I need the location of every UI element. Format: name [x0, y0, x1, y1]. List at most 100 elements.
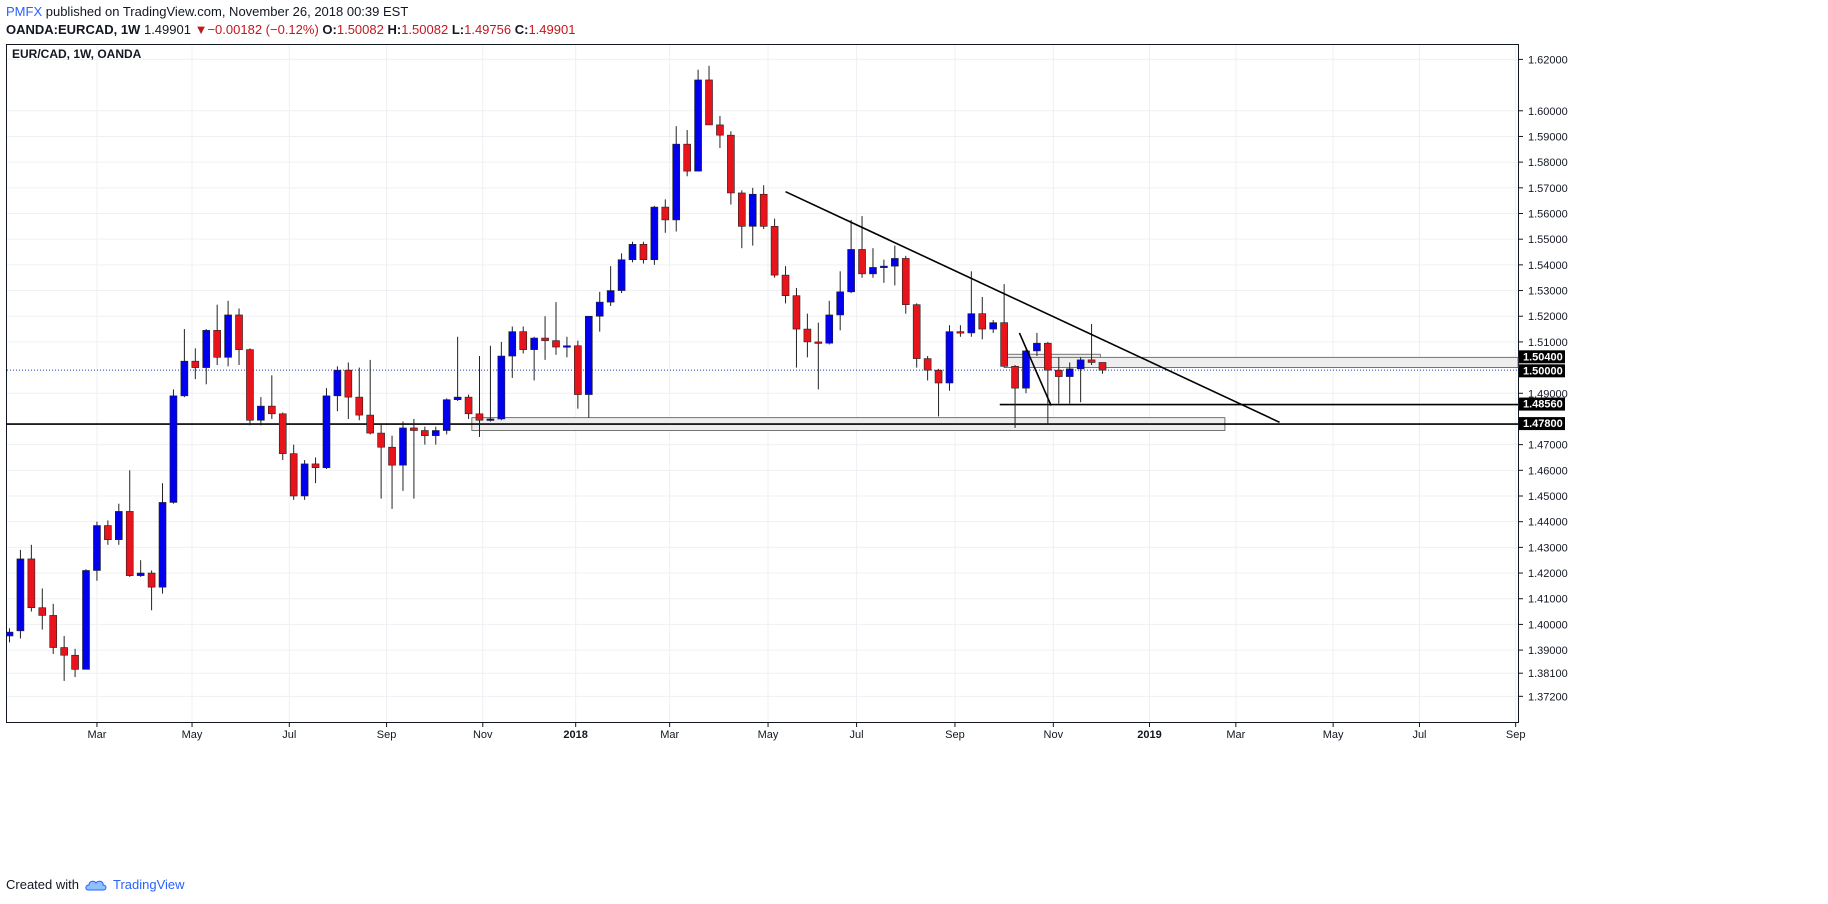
- candle-body: [1087, 359, 1096, 363]
- candle-body: [1011, 366, 1019, 389]
- candle-body: [49, 615, 58, 648]
- x-tick-label: Sep: [945, 729, 965, 741]
- y-tick-label: 1.51000: [1528, 337, 1568, 349]
- created-with-text: Created with: [6, 877, 79, 892]
- y-tick-label: 1.57000: [1528, 183, 1568, 195]
- author-brand[interactable]: PMFX: [6, 4, 43, 19]
- change-down-arrow-icon: ▼: [194, 22, 208, 37]
- candle-body: [311, 463, 320, 469]
- price-label: 1.50000: [1523, 365, 1563, 377]
- candle-body: [235, 314, 243, 350]
- candle-body: [71, 654, 79, 670]
- footer: Created with TradingView: [6, 877, 185, 892]
- x-tick-label: Nov: [1044, 729, 1064, 741]
- candle-body: [246, 349, 254, 421]
- y-tick-label: 1.59000: [1528, 131, 1568, 143]
- candle-body: [617, 259, 626, 291]
- open-value: 1.50082: [336, 22, 384, 37]
- last-price: 1.49901: [143, 22, 191, 37]
- close-value: 1.49901: [528, 22, 576, 37]
- candle-body: [104, 525, 112, 540]
- y-tick-label: 1.49000: [1528, 388, 1568, 400]
- candle-body: [355, 396, 364, 416]
- symbol-label: OANDA:EURCAD, 1W: [6, 22, 141, 37]
- candle-body: [552, 340, 560, 348]
- x-tick-label: Jul: [850, 729, 864, 741]
- candle-body: [672, 143, 681, 221]
- candlestick-chart[interactable]: 1.62000 1.60000 1.59000 1.58000 1.57000 1.560…: [6, 44, 1822, 868]
- candle-body: [519, 331, 528, 350]
- x-tick-label: Mar: [660, 729, 679, 741]
- candle-body: [759, 193, 768, 227]
- candle-body: [891, 258, 899, 267]
- x-tick-label: 2018: [563, 729, 587, 741]
- candle-body: [213, 330, 221, 358]
- candle-body: [300, 463, 309, 497]
- candle-body: [912, 304, 921, 359]
- x-tick-label: Mar: [87, 729, 106, 741]
- candle-body: [366, 414, 374, 434]
- tradingview-link[interactable]: TradingView: [112, 877, 185, 892]
- x-tick-label: Jul: [282, 729, 296, 741]
- candle-body: [486, 418, 495, 421]
- trendline: [1018, 332, 1052, 406]
- candle-body: [584, 315, 593, 395]
- candle-body: [60, 647, 68, 656]
- low-label: L:: [451, 22, 465, 37]
- y-tick-label: 1.38100: [1528, 668, 1568, 680]
- y-tick-label: 1.52000: [1528, 311, 1568, 323]
- x-tick-label: Mar: [1226, 729, 1245, 741]
- candle-body: [431, 430, 440, 436]
- chart-frame[interactable]: 1.62000 1.60000 1.59000 1.58000 1.57000 1.560…: [6, 44, 1822, 868]
- candle-body: [595, 301, 604, 317]
- candle-body: [136, 572, 145, 576]
- candle-body: [322, 395, 331, 469]
- price-label: 1.50400: [1523, 351, 1563, 363]
- candle-body: [453, 396, 462, 400]
- y-tick-label: 1.58000: [1528, 157, 1568, 169]
- candle-body: [923, 358, 932, 371]
- tradingview-cloud-icon: [85, 880, 107, 890]
- price-label-box: [1519, 417, 1565, 431]
- candle-body: [268, 405, 276, 415]
- candle-body: [770, 226, 779, 276]
- ohlc-readout: OANDA:EURCAD, 1W 1.49901 ▼−0.00182 (−0.1…: [6, 22, 575, 37]
- candle-body: [442, 399, 451, 431]
- x-tick-label: May: [1323, 729, 1344, 741]
- candle-body: [628, 244, 637, 261]
- candle-body: [748, 193, 757, 227]
- x-tick-label: Sep: [1506, 729, 1526, 741]
- candle-body: [650, 206, 659, 261]
- candle-body: [989, 322, 998, 330]
- candle-body: [93, 525, 101, 571]
- y-tick-label: 1.60000: [1528, 106, 1568, 118]
- price-label: 1.48560: [1523, 399, 1563, 411]
- y-tick-label: 1.44000: [1528, 517, 1568, 529]
- candle-body: [278, 413, 287, 454]
- candle-body: [541, 337, 549, 341]
- candle-body: [945, 331, 954, 384]
- candle-body: [475, 413, 484, 421]
- candle-body: [410, 427, 418, 431]
- candle-body: [115, 511, 123, 540]
- candle-body: [333, 369, 342, 397]
- price-label: 1.47800: [1523, 418, 1563, 430]
- price-label-box: [1519, 364, 1565, 378]
- published-text: published on TradingView.com, November 2…: [42, 4, 409, 19]
- candle-body: [16, 558, 25, 632]
- candle-body: [574, 345, 582, 395]
- candle-body: [464, 396, 473, 415]
- candle-body: [1000, 322, 1008, 367]
- candle-body: [901, 258, 910, 305]
- candle-body: [147, 572, 156, 588]
- candle-body: [858, 249, 866, 275]
- candle-body: [606, 290, 615, 303]
- candle-body: [6, 631, 14, 637]
- candle-body: [956, 331, 965, 334]
- y-tick-label: 1.56000: [1528, 209, 1568, 221]
- candle-body: [1065, 368, 1074, 377]
- candle-body: [803, 328, 812, 343]
- candle-body: [738, 192, 746, 227]
- candle-body: [257, 405, 265, 421]
- candle-body: [508, 331, 517, 357]
